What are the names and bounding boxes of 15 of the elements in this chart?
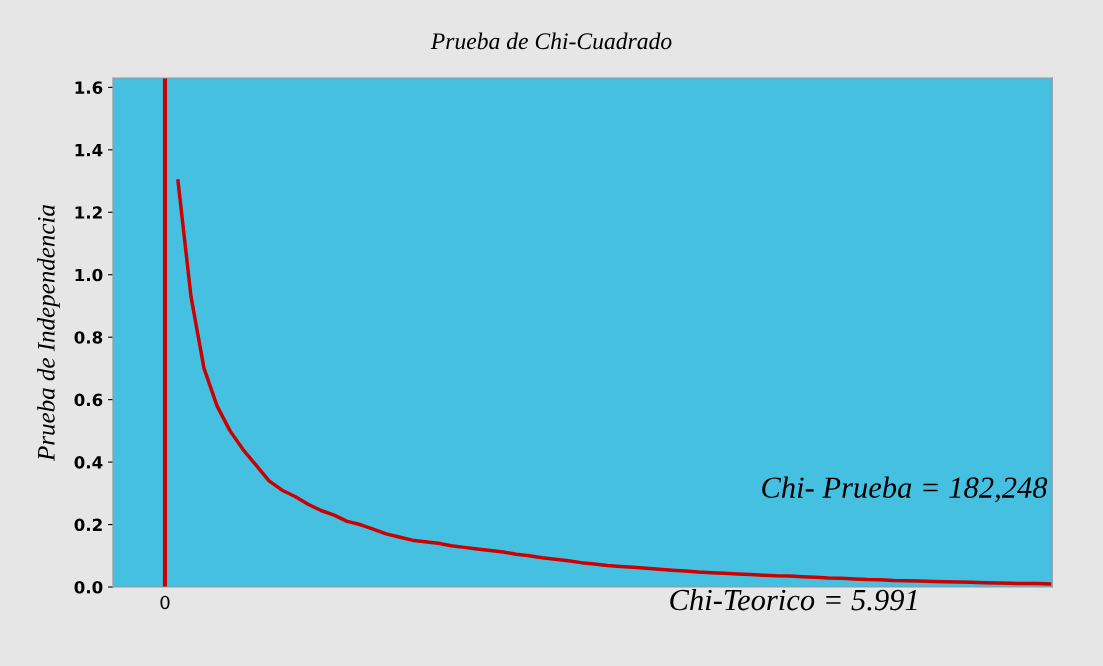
- y-tick-label: 0.8: [74, 331, 103, 344]
- y-tick-label: 1.0: [75, 268, 103, 282]
- y-axis-title: Prueba de Independencia: [37, 205, 60, 462]
- y-tick-label: 0.6: [74, 393, 103, 407]
- text: Chi-Teorico = 5.991: [670, 588, 917, 611]
- y-tick-label: 0.4: [74, 456, 103, 469]
- y-tick-label: 0.2: [74, 518, 102, 532]
- chart-title: Prueba de Chi-Cuadrado: [430, 32, 672, 50]
- y-tick-label: 1.4: [75, 144, 103, 157]
- line-series: [176, 179, 1052, 586]
- annotation: Chi- Prueba = 182,248: [762, 476, 1048, 503]
- x-tick-label: 0: [160, 595, 170, 610]
- y-tick-label: 1.6: [75, 81, 103, 94]
- y-tick-label: 0.0: [74, 580, 103, 594]
- y-tick-label: 1.2: [75, 206, 102, 219]
